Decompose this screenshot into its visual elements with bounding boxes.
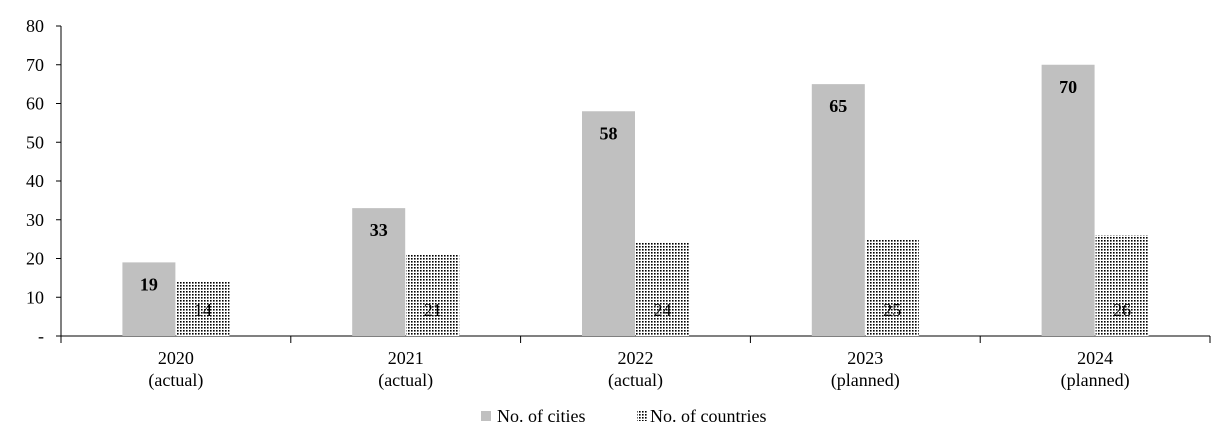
data-label-countries: 26: [1113, 300, 1131, 320]
bar-countries: [1095, 235, 1149, 336]
y-tick-label: 10: [26, 287, 44, 307]
x-category-label: 2020: [158, 348, 194, 368]
bar-countries: [636, 243, 689, 336]
bar-cities: [1041, 64, 1095, 336]
bar-countries: [865, 239, 919, 336]
data-label-countries: 14: [194, 300, 212, 320]
x-category-label: 2024: [1077, 348, 1113, 368]
data-label-countries: 25: [883, 300, 901, 320]
y-tick-label: -: [38, 326, 44, 346]
x-category-label: (actual): [148, 370, 203, 391]
bar-cities: [582, 111, 635, 336]
data-label-cities: 33: [370, 220, 388, 240]
y-axis: - 10 20 30 40 50 60 70 80: [26, 16, 62, 346]
legend: No. of cities No. of countries: [481, 406, 766, 426]
x-category-label: 2022: [618, 348, 654, 368]
x-category-label: (planned): [1061, 370, 1130, 391]
x-category-label: 2023: [847, 348, 883, 368]
data-label-cities: 65: [829, 96, 847, 116]
data-label-cities: 19: [140, 274, 158, 294]
y-tick-label: 30: [26, 210, 44, 230]
data-label-cities: 70: [1059, 77, 1077, 97]
bar-countries: [406, 254, 460, 336]
y-tick-label: 80: [26, 16, 44, 36]
y-tick-label: 40: [26, 171, 44, 191]
y-tick-label: 50: [26, 132, 44, 152]
legend-swatch-cities: [481, 411, 491, 421]
y-tick-label: 70: [26, 55, 44, 75]
data-label-countries: 24: [654, 300, 672, 320]
x-axis: 2020(actual)2021(actual)2022(actual)2023…: [60, 335, 1211, 391]
legend-label-cities: No. of cities: [497, 406, 585, 426]
x-category-label: (planned): [831, 370, 900, 391]
y-tick-label: 60: [26, 94, 44, 114]
x-category-label: (actual): [378, 370, 433, 391]
y-tick-label: 20: [26, 249, 44, 269]
bar-cities: [122, 262, 176, 336]
data-label-cities: 58: [600, 123, 618, 143]
legend-swatch-countries: [637, 411, 647, 421]
x-category-label: 2021: [388, 348, 424, 368]
data-label-countries: 21: [424, 300, 442, 320]
bar-countries: [176, 281, 230, 336]
bar-cities: [352, 208, 406, 336]
x-category-label: (actual): [608, 370, 663, 391]
legend-label-countries: No. of countries: [650, 406, 766, 426]
bar-cities: [811, 84, 865, 336]
bars: 19 14 33 21 58 24 65 25 70 26: [122, 64, 1149, 336]
